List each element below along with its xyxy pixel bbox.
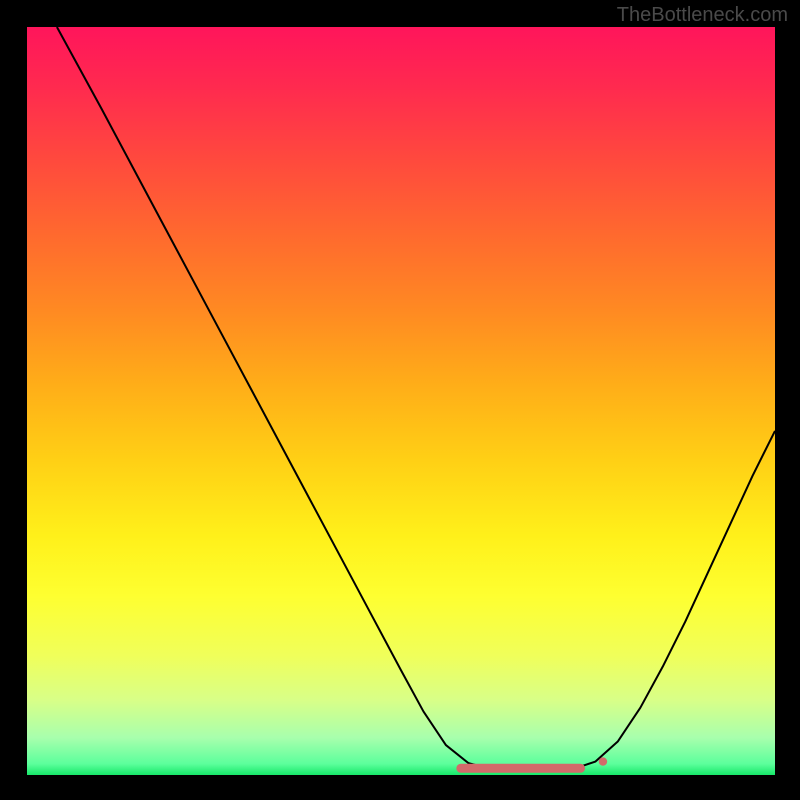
gradient-background	[27, 27, 775, 775]
chart-svg	[27, 27, 775, 775]
chart-plot-area	[27, 27, 775, 775]
optimal-range-end-dot	[599, 757, 607, 765]
watermark-text: TheBottleneck.com	[617, 4, 788, 27]
